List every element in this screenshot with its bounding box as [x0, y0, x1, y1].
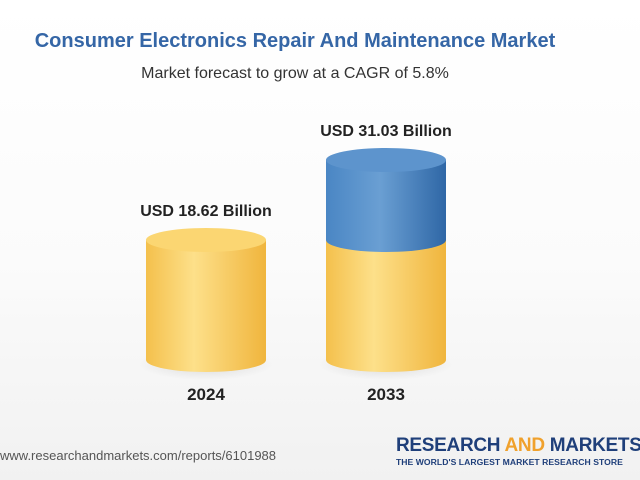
chart-title: Consumer Electronics Repair And Maintena…	[34, 30, 556, 52]
bar-2033-growth-segment-body	[326, 160, 446, 252]
brand-tagline: THE WORLD'S LARGEST MARKET RESEARCH STOR…	[396, 457, 623, 467]
bar-2024-base-segment-top	[146, 227, 266, 252]
bar-2033-base-segment	[326, 239, 446, 372]
brand-logo: RESEARCH AND MARKETS THE WORLD'S LARGEST…	[396, 436, 640, 468]
bar-2033-base-segment-body	[326, 239, 446, 372]
category-label-2024: 2024	[187, 385, 225, 404]
value-label-2033: USD 31.03 Billion	[320, 123, 452, 140]
brand-markets: MARKETS	[544, 435, 640, 456]
brand-research: RESEARCH	[396, 435, 505, 456]
brand-and: AND	[504, 435, 546, 456]
bar-2033	[326, 148, 446, 372]
bar-2024-base-segment	[146, 227, 266, 372]
category-label-2033: 2033	[367, 385, 405, 404]
bar-2024-base-segment-body	[146, 239, 266, 372]
source-url: www.researchandmarkets.com/reports/61019…	[0, 448, 277, 463]
value-label-2024: USD 18.62 Billion	[140, 203, 272, 220]
bar-2024	[146, 227, 266, 372]
brand-name: RESEARCH AND MARKETS	[396, 436, 640, 456]
bar-2033-growth-segment-top	[326, 148, 446, 172]
bar-2033-growth-segment	[326, 148, 446, 252]
chart-subtitle: Market forecast to grow at a CAGR of 5.8…	[141, 65, 449, 82]
